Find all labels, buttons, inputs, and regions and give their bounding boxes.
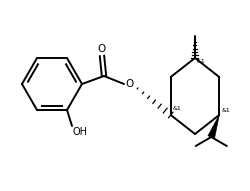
Text: &1: &1 bbox=[172, 106, 181, 111]
Text: &1: &1 bbox=[220, 108, 229, 113]
Text: O: O bbox=[124, 79, 133, 89]
Text: OH: OH bbox=[73, 127, 88, 137]
Text: O: O bbox=[98, 44, 106, 54]
Polygon shape bbox=[207, 115, 218, 138]
Text: &1: &1 bbox=[196, 59, 205, 64]
